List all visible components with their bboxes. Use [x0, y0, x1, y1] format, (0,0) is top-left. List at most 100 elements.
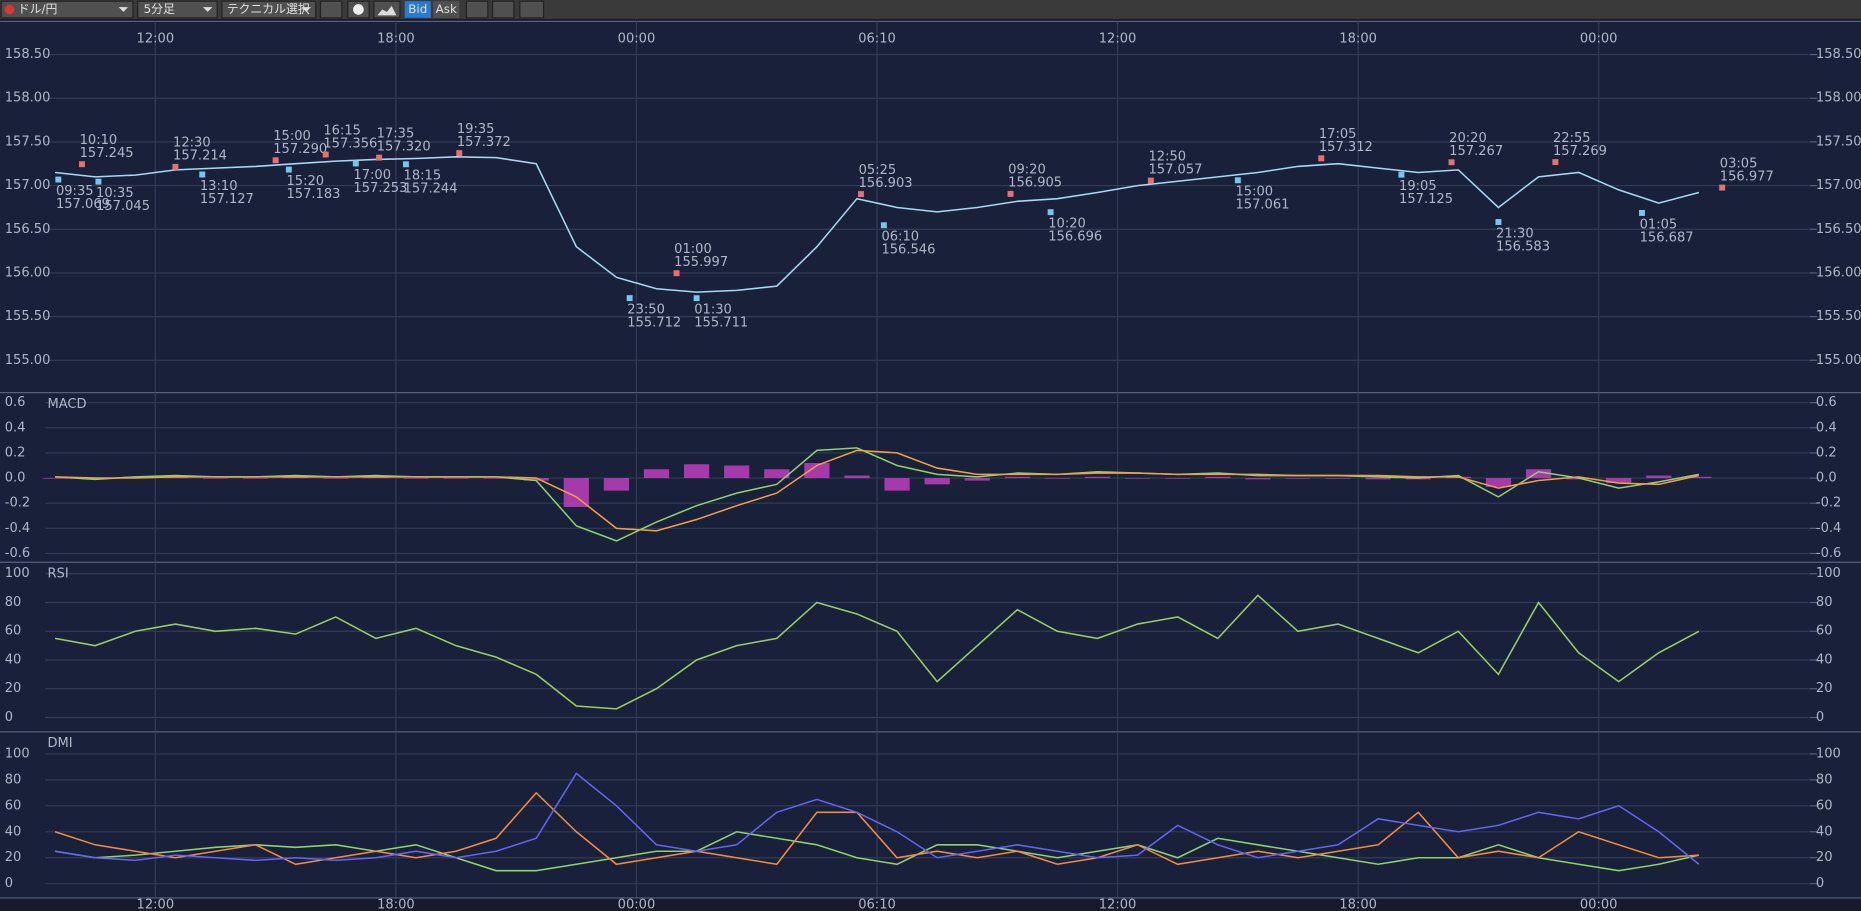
bid-button[interactable]: Bid	[404, 1, 431, 18]
marker-price: 157.267	[1449, 144, 1503, 159]
histogram-bar	[643, 469, 670, 479]
marker-time: 15:20	[286, 174, 324, 189]
ask-label: Ask	[436, 2, 457, 16]
panel-title: DMI	[47, 736, 72, 751]
price-marker	[285, 166, 292, 173]
marker-time: 05:25	[859, 163, 897, 178]
y-tick-label: 0.4	[1816, 420, 1837, 435]
marker-price: 157.356	[323, 136, 377, 151]
marker-time: 21:30	[1496, 226, 1534, 241]
histogram-bar	[1165, 478, 1191, 479]
marker-price: 157.045	[96, 199, 150, 214]
marker-time: 10:10	[80, 133, 118, 148]
ask-button[interactable]: Ask	[433, 1, 460, 18]
dropdown-arrow	[301, 7, 311, 12]
marker-price: 157.372	[457, 135, 511, 150]
marker-time: 17:00	[353, 168, 391, 183]
y-tick-label: 0.4	[5, 420, 26, 435]
marker-price: 157.127	[200, 192, 254, 207]
price-marker	[1719, 184, 1726, 191]
x-tick-label: 00:00	[1580, 32, 1618, 47]
pair-label: ドル/円	[18, 2, 58, 16]
x-tick-label: 12:00	[1099, 898, 1137, 911]
price-marker	[376, 154, 383, 161]
histogram-bar	[884, 478, 910, 491]
panel-background	[0, 562, 1861, 732]
marker-time: 23:50	[627, 302, 665, 317]
marker-price: 156.687	[1640, 230, 1694, 245]
y-tick-label: 155.00	[1816, 353, 1861, 368]
price-marker	[79, 161, 85, 168]
y-tick-label: 80	[1816, 595, 1833, 610]
y-tick-label: 0.0	[5, 471, 26, 486]
marker-time: 19:05	[1399, 179, 1437, 194]
y-tick-label: 0.6	[1816, 395, 1837, 410]
y-tick-label: 0.0	[1816, 471, 1837, 486]
price-marker	[1448, 159, 1455, 166]
y-tick-label: 158.50	[1816, 47, 1861, 62]
y-tick-label: 20	[5, 681, 22, 696]
price-marker	[352, 160, 359, 167]
draw-button[interactable]	[319, 0, 343, 19]
bid-box	[404, 1, 431, 18]
marker-time: 10:20	[1048, 217, 1086, 232]
marker-price: 157.057	[1148, 162, 1202, 177]
y-tick-label: 156.50	[5, 222, 51, 237]
x-tick-label: 12:00	[137, 898, 175, 911]
wave-button[interactable]	[465, 0, 489, 19]
price-marker	[880, 222, 887, 229]
histogram-bar	[443, 478, 469, 479]
marker-time: 20:20	[1449, 131, 1487, 146]
y-tick-label: 40	[5, 824, 22, 839]
y-tick-label: 158.00	[5, 91, 51, 106]
price-marker	[199, 171, 206, 178]
pair-select[interactable]: ドル/円	[0, 0, 134, 19]
histogram-bar	[523, 478, 549, 481]
y-tick-label: 80	[5, 772, 22, 787]
price-marker	[1147, 177, 1154, 184]
y-tick-label: 20	[5, 850, 22, 865]
y-tick-label: -0.6	[5, 546, 30, 561]
price-marker	[456, 150, 463, 157]
marker-price: 157.312	[1319, 140, 1373, 155]
zoom-in-button[interactable]	[519, 0, 545, 19]
marker-time: 15:00	[273, 129, 311, 144]
histogram-bar	[1606, 478, 1632, 484]
x-tick-label: 06:10	[858, 32, 896, 47]
histogram-bar	[804, 462, 830, 479]
zoom-out-button[interactable]	[491, 0, 515, 19]
interval-select[interactable]: 5分足	[137, 0, 218, 19]
price-marker	[1007, 190, 1014, 197]
marker-time: 01:30	[694, 303, 732, 318]
series-line	[54, 156, 1700, 293]
histogram-bar	[764, 469, 790, 479]
marker-time: 15:00	[1235, 185, 1273, 200]
series-line	[54, 791, 1699, 866]
histogram-bar	[242, 478, 269, 479]
marker-time: 09:20	[1008, 163, 1046, 178]
y-tick-label: 80	[1816, 772, 1833, 787]
histogram-bar	[1485, 478, 1512, 487]
histogram-bar	[1125, 478, 1151, 479]
panel-title: MACD	[47, 397, 86, 412]
panel-background	[0, 21, 1861, 393]
marker-price: 156.546	[881, 243, 935, 258]
price-marker	[322, 151, 329, 158]
marker-price: 157.214	[173, 149, 227, 164]
technical-select[interactable]: テクニカル選択	[221, 0, 317, 19]
technical-box	[221, 0, 317, 19]
marker-time: 12:50	[1148, 149, 1186, 164]
price-marker	[626, 295, 633, 302]
y-tick-label: 0.6	[5, 395, 26, 410]
y-tick-label: 0	[5, 876, 13, 891]
price-marker	[1234, 177, 1241, 184]
y-tick-label: 40	[1816, 653, 1833, 668]
chart-type-icon	[377, 5, 397, 16]
y-tick-label: 157.50	[5, 134, 51, 149]
marker-price: 157.061	[1235, 198, 1289, 213]
series-line	[55, 449, 1700, 532]
series-line	[54, 830, 1700, 872]
y-tick-label: 0	[5, 710, 13, 725]
y-tick-label: 40	[5, 653, 22, 668]
y-tick-label: 100	[5, 746, 30, 761]
